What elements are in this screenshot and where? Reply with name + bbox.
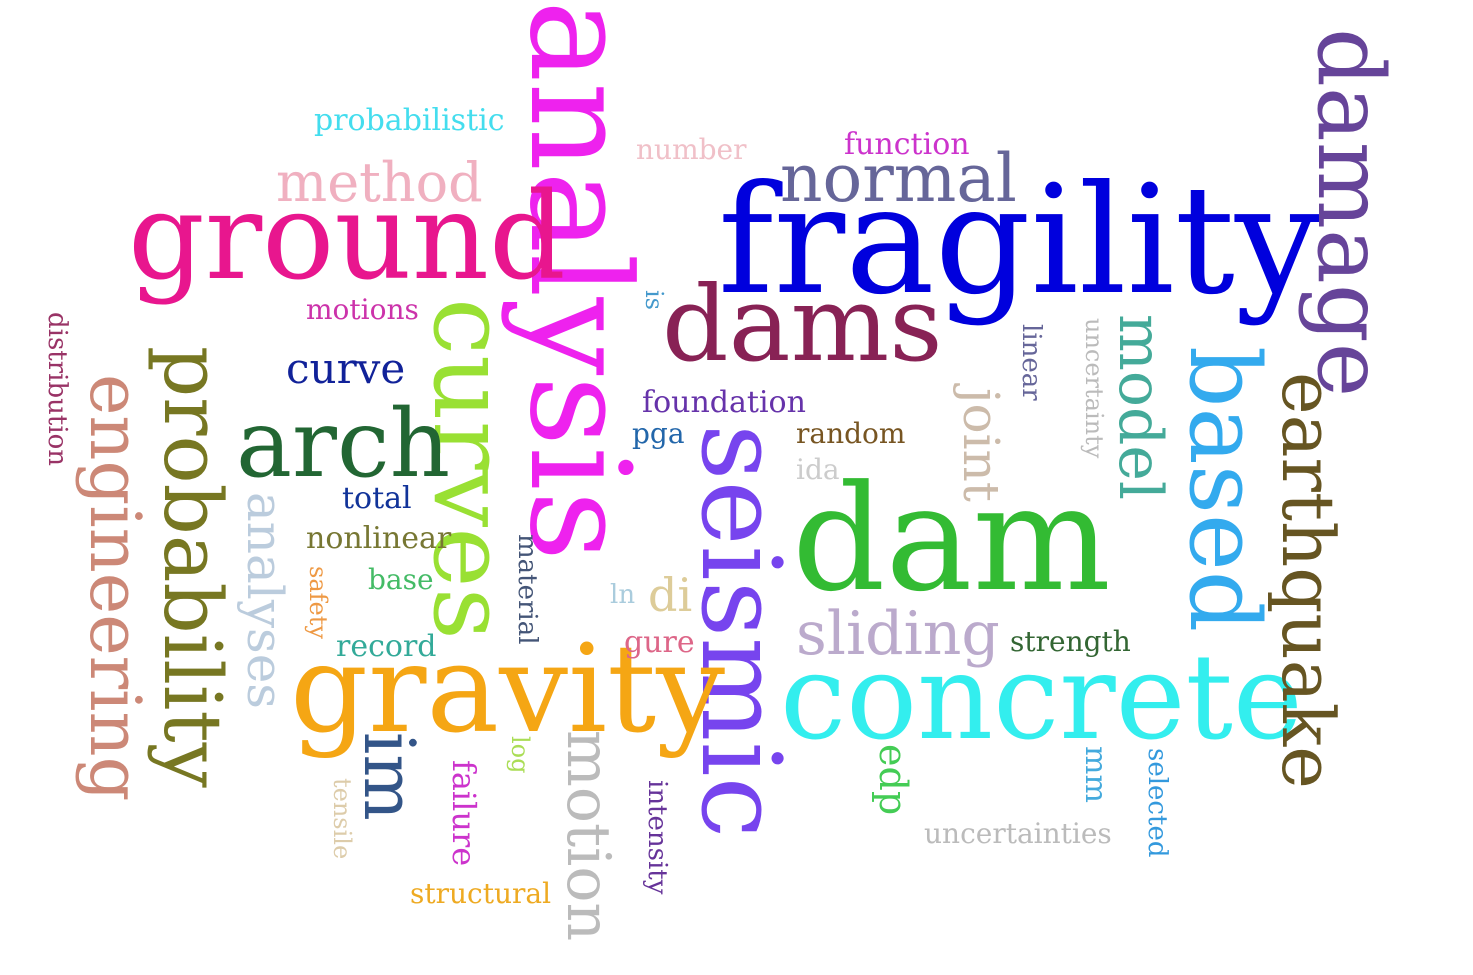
- word-method: method: [276, 151, 483, 214]
- word-based: based: [1168, 346, 1280, 633]
- word-total: total: [342, 481, 412, 516]
- word-concrete: concrete: [780, 628, 1303, 766]
- word-uncertainties: uncertainties: [924, 817, 1112, 850]
- word-fragility: fragility: [718, 154, 1320, 328]
- word-uncertainty: uncertainty: [1080, 318, 1108, 459]
- word-strength: strength: [1010, 625, 1131, 658]
- word-dam: dam: [792, 454, 1111, 624]
- word-intensity: intensity: [642, 780, 672, 895]
- word-damage: damage: [1297, 28, 1404, 398]
- word-selected: selected: [1142, 748, 1172, 858]
- word-safety: safety: [304, 566, 332, 639]
- word-model: model: [1105, 314, 1175, 501]
- word-analyses: analyses: [236, 492, 294, 709]
- word-motion: motion: [553, 730, 623, 942]
- word-mm: mm: [1078, 746, 1113, 803]
- word-failure: failure: [445, 760, 483, 867]
- word-dams: dams: [662, 263, 943, 385]
- word-random: random: [796, 417, 906, 450]
- word-curve: curve: [286, 344, 406, 393]
- word-number: number: [636, 133, 747, 166]
- word-base: base: [368, 563, 434, 596]
- word-gure: gure: [624, 625, 695, 660]
- word-log: log: [506, 736, 534, 774]
- word-im: im: [348, 732, 430, 821]
- word-engineering: engineering: [74, 374, 156, 802]
- word-gravity: gravity: [290, 618, 726, 760]
- word-motions: motions: [306, 293, 419, 326]
- word-arch: arch: [236, 390, 451, 499]
- word-probability: probability: [146, 346, 239, 788]
- word-tensile: tensile: [328, 778, 356, 860]
- word-material: material: [512, 534, 542, 645]
- word-function: function: [844, 127, 970, 162]
- word-foundation: foundation: [642, 385, 806, 420]
- word-structural: structural: [410, 877, 552, 910]
- word-joint: joint: [952, 388, 1010, 502]
- word-earthquake: earthquake: [1266, 372, 1350, 789]
- word-record: record: [336, 629, 437, 664]
- word-nonlinear: nonlinear: [306, 521, 452, 556]
- word-di: di: [648, 568, 693, 622]
- word-distribution: distribution: [42, 312, 72, 467]
- word-ida: ida: [796, 453, 840, 486]
- word-linear: linear: [1016, 324, 1046, 401]
- word-ground: ground: [128, 168, 566, 307]
- word-probabilistic: probabilistic: [314, 103, 505, 138]
- word-is: is: [640, 290, 668, 310]
- word-sliding: sliding: [796, 599, 1000, 669]
- word-ln: ln: [610, 580, 636, 610]
- word-edp: edp: [871, 744, 915, 816]
- word-pga: pga: [632, 417, 685, 450]
- word-normal: normal: [780, 140, 1017, 217]
